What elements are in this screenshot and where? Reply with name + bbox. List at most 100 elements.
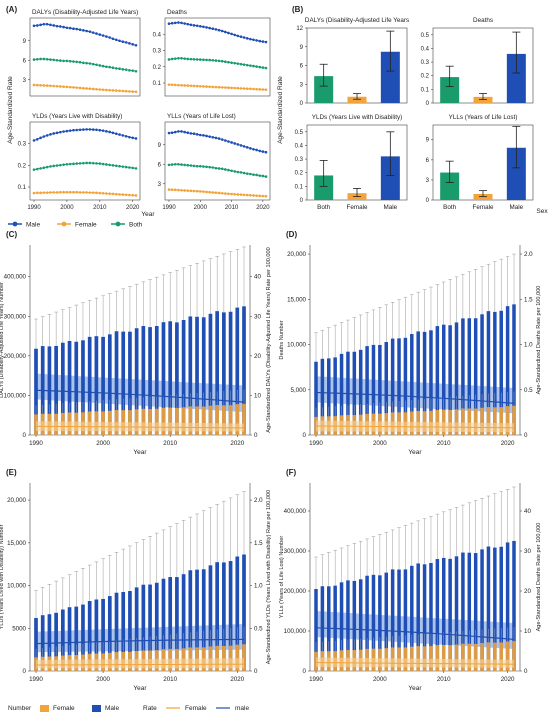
data-point [173,21,177,25]
male-rate-line [35,638,245,645]
data-point [261,194,265,198]
data-point [105,35,108,38]
combo-panel-c: (C) 0 100,000 200,000 300,000 400,000 0 10 20 30 4… [0,230,272,456]
data-point [217,59,221,63]
data-point [242,171,246,175]
data-point [98,191,102,195]
category-label: Female [473,204,494,211]
data-point [105,192,108,195]
data-point [198,84,202,88]
data-point [62,130,65,133]
data-point [114,164,118,168]
data-point [78,28,82,32]
data-point [128,69,131,72]
male-number-bar [352,580,357,671]
data-point [131,43,135,46]
male-number-bar [499,310,503,435]
data-point [189,23,193,27]
male-rate-band [316,376,514,414]
data-point [128,135,131,139]
data-point [214,136,218,140]
y-tick-label: 0.5 [295,130,304,136]
bar-both [314,175,334,200]
data-point [192,132,196,135]
bar-panel-title: YLDs (Years Live with Disability) [312,114,402,121]
data-point [177,188,180,192]
male-rate-band [316,611,514,649]
male-number-bar [228,561,233,671]
male-number-bar [371,574,376,671]
data-point [75,86,79,89]
category-label: Male [510,204,524,211]
data-point [72,27,75,31]
y-tick-label: 0.3 [295,157,304,163]
data-point [95,87,98,91]
x-tick-label: 2010 [437,440,451,447]
right-tick-label: 30 [254,313,261,320]
bar-panel-6: YLDs (Years Live with Disability) 0 0.1 0.2… [295,114,408,211]
y-tick-label: 0.3 [421,60,430,66]
data-point [170,57,174,61]
female-number-bar [505,406,510,435]
left-tick-label: 0 [23,432,27,439]
data-point [114,38,118,42]
male-number-bar [333,357,337,435]
x-tick-label: 2020 [126,205,140,211]
data-point [224,139,227,142]
data-point [245,172,249,175]
data-point [217,167,221,170]
male-rate-band [36,624,244,653]
plot-frame [29,121,141,201]
data-point [239,193,243,196]
data-point [198,24,202,28]
female-number-bar [454,644,459,671]
data-point [214,59,218,62]
male-number-bar [60,342,65,435]
female-number-bar [161,407,166,435]
data-point [252,64,255,68]
data-point [55,131,59,135]
data-point [261,88,265,91]
data-point [45,134,49,137]
bar-female [347,96,367,103]
data-point [205,165,208,169]
male-number-bar [365,346,369,435]
male-number-bar [505,542,510,671]
y-tick-label: 0.1 [295,184,304,190]
data-point [224,168,227,171]
female-rate-band [36,658,244,669]
male-number-bar [188,316,193,435]
data-point [217,137,221,140]
panel-letter: (B) [292,5,303,14]
male-number-bar [67,607,72,671]
data-point [195,84,199,88]
data-point [32,191,36,195]
data-point [239,87,243,90]
y-tick-label: 0.1 [153,81,162,87]
female-rate-band [36,421,244,432]
left-tick-label: 10,000 [7,583,26,590]
x-tick-label: 2000 [194,205,208,211]
male-number-bar [175,322,179,435]
data-point [121,134,125,137]
data-point [85,161,88,165]
data-point [95,63,98,67]
data-point [205,134,208,138]
data-point [72,128,75,132]
right-axis-title: Age-Standardized YLDs (Years Lived with … [266,490,272,664]
data-point [230,61,233,64]
data-point [128,193,131,197]
data-point [205,85,208,88]
male-number-bar [384,342,389,435]
data-point [249,87,252,91]
panel-letter: (E) [6,468,17,477]
male-number-bar [441,557,446,671]
female-number-bar [499,407,503,435]
x-axis-title: Year [408,449,422,456]
data-point [124,165,128,169]
male-number-bar [416,331,420,435]
data-point [233,61,237,65]
data-point [62,190,65,194]
data-point [217,85,221,89]
